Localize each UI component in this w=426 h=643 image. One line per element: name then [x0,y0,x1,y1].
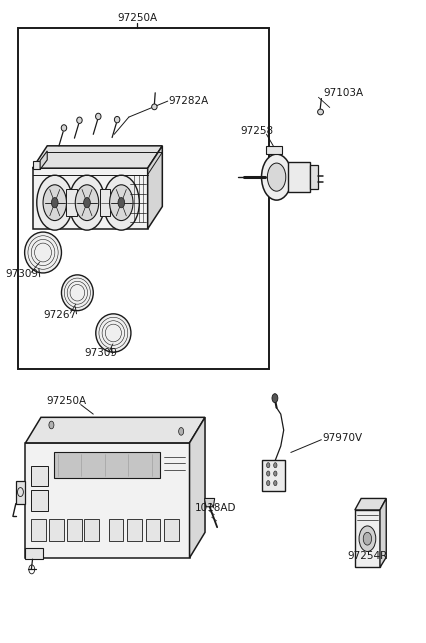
Text: 97258: 97258 [241,126,274,136]
Text: 97282A: 97282A [169,96,209,106]
FancyBboxPatch shape [67,519,81,541]
Circle shape [268,163,286,191]
FancyBboxPatch shape [109,519,124,541]
FancyBboxPatch shape [32,466,48,486]
Circle shape [75,185,99,221]
Ellipse shape [61,275,93,311]
Ellipse shape [115,116,120,123]
Polygon shape [26,417,205,443]
Polygon shape [355,510,380,568]
Circle shape [69,175,105,230]
Circle shape [273,480,277,485]
Text: 97254R: 97254R [347,551,388,561]
Circle shape [118,197,125,208]
Polygon shape [380,498,386,568]
Polygon shape [26,443,190,558]
Ellipse shape [96,314,131,352]
Ellipse shape [25,232,61,273]
Polygon shape [148,146,162,229]
Circle shape [267,480,270,485]
Ellipse shape [95,113,101,120]
FancyBboxPatch shape [127,519,142,541]
Ellipse shape [61,125,67,131]
Polygon shape [355,498,386,510]
Circle shape [37,175,73,230]
Polygon shape [32,168,148,229]
FancyBboxPatch shape [32,490,48,511]
Circle shape [52,197,58,208]
Ellipse shape [152,104,157,110]
Circle shape [359,526,376,552]
Circle shape [43,185,66,221]
Bar [262,460,285,491]
Text: 97970V: 97970V [322,433,363,443]
Text: 97103A: 97103A [323,88,364,98]
Ellipse shape [77,117,82,123]
Polygon shape [266,147,282,154]
Circle shape [104,175,139,230]
Circle shape [178,428,184,435]
Text: 1018AD: 1018AD [195,503,236,513]
FancyBboxPatch shape [49,519,63,541]
Circle shape [262,154,292,200]
Circle shape [83,197,90,208]
Polygon shape [26,548,43,559]
Circle shape [273,463,277,468]
Text: 97250A: 97250A [46,396,86,406]
FancyBboxPatch shape [100,189,110,216]
Circle shape [267,471,270,476]
Bar [288,163,310,192]
FancyBboxPatch shape [164,519,178,541]
Ellipse shape [318,109,323,115]
Bar [310,165,318,189]
FancyBboxPatch shape [32,519,46,541]
Circle shape [49,421,54,429]
Polygon shape [16,481,26,503]
Circle shape [363,532,371,545]
Bar [54,453,160,478]
Text: 97309: 97309 [6,269,39,279]
Polygon shape [40,151,47,170]
FancyBboxPatch shape [146,519,160,541]
Text: 97250A: 97250A [117,13,157,23]
Polygon shape [32,146,162,168]
Polygon shape [204,498,215,507]
Text: 97267: 97267 [43,310,76,320]
Bar [18,28,269,370]
Circle shape [273,471,277,476]
Polygon shape [32,161,40,170]
Circle shape [267,463,270,468]
Circle shape [109,185,133,221]
FancyBboxPatch shape [84,519,99,541]
Polygon shape [190,417,205,558]
FancyBboxPatch shape [66,189,77,216]
Text: 97309: 97309 [84,349,117,358]
Circle shape [272,394,278,403]
